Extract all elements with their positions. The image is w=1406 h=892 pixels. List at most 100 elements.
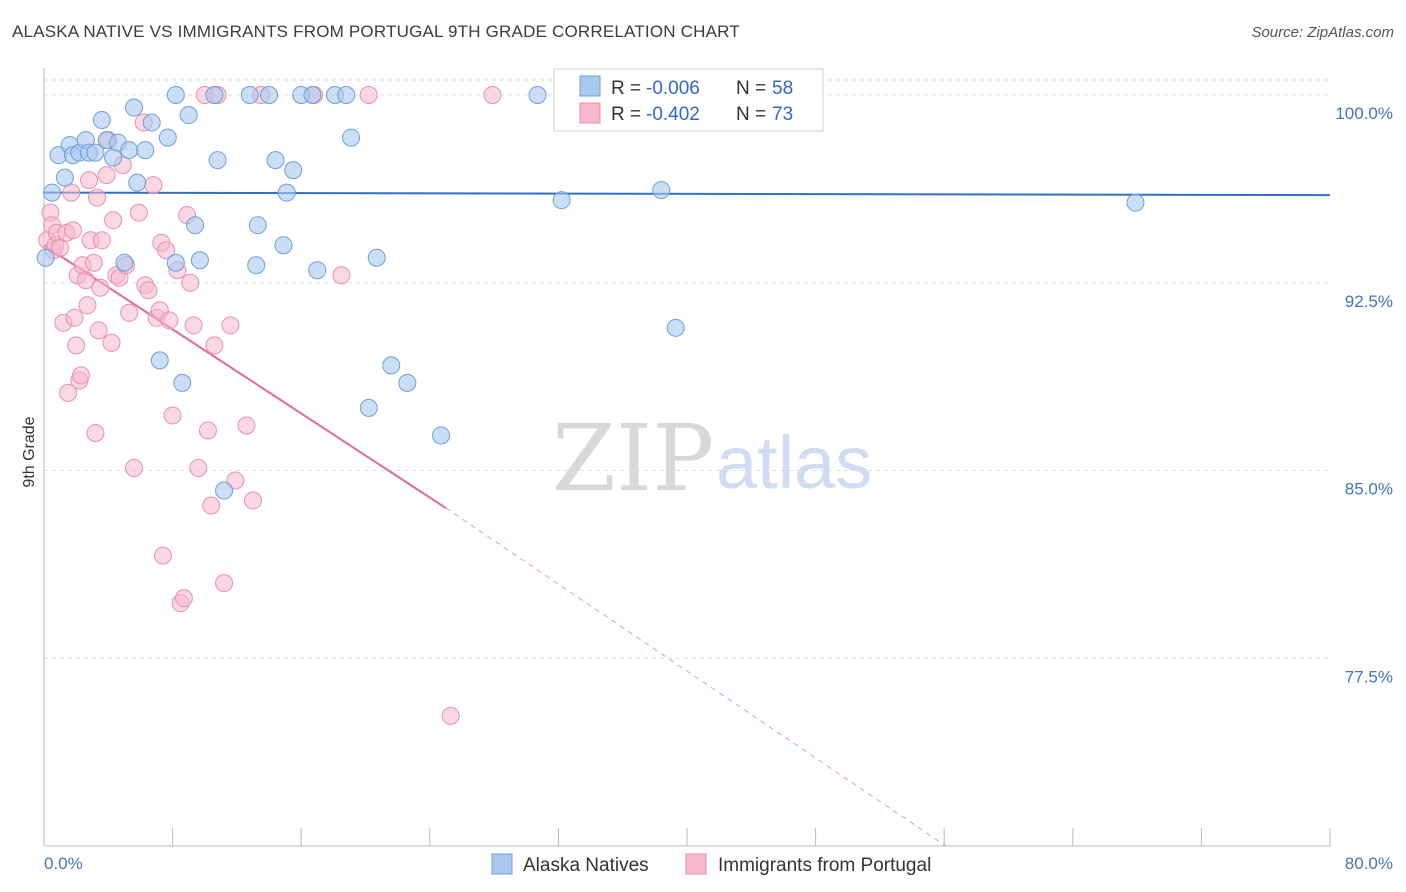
alaska-point-31 <box>240 86 259 105</box>
portugal-point-23 <box>86 423 105 442</box>
alaska-point-43 <box>337 86 356 105</box>
alaska-point-33 <box>248 216 267 235</box>
axes <box>43 68 1331 847</box>
alaska-point-3 <box>55 168 74 187</box>
grid-lines <box>44 79 1330 659</box>
alaska-point-54 <box>666 318 685 337</box>
alaska-point-10 <box>92 111 111 130</box>
alaska-point-57 <box>1126 193 1145 212</box>
portugal-point-54 <box>181 273 200 292</box>
chart-title: ALASKA NATIVE VS IMMIGRANTS FROM PORTUGA… <box>12 22 740 41</box>
alaska-point-41 <box>308 261 327 280</box>
alaska-point-18 <box>136 141 155 160</box>
portugal-point-41 <box>139 281 158 300</box>
portugal-point-49 <box>163 406 182 425</box>
legend-swatch-portugal <box>685 853 707 875</box>
portugal-point-9 <box>59 383 78 402</box>
portugal-point-26 <box>91 278 110 297</box>
legend-n-label-2: N = <box>736 104 766 125</box>
portugal-point-24 <box>88 188 107 207</box>
portugal-point-48 <box>160 311 179 330</box>
alaska-point-28 <box>205 86 224 105</box>
alaska-point-34 <box>260 86 279 105</box>
alaska-point-32 <box>247 256 266 275</box>
y-tick-label-3: 100.0% <box>1335 104 1393 123</box>
portugal-point-62 <box>215 574 234 593</box>
portugal-point-70 <box>359 86 378 105</box>
alaska-trend-line <box>43 191 1331 197</box>
portugal-point-38 <box>129 203 148 222</box>
alaska-point-48 <box>398 373 417 392</box>
portugal-trend-line <box>43 244 447 509</box>
alaska-point-53 <box>652 181 671 200</box>
portugal-point-27 <box>92 231 111 250</box>
portugal-point-46 <box>153 546 172 565</box>
alaska-point-9 <box>86 143 105 162</box>
portugal-point-56 <box>189 459 208 478</box>
portugal-point-72 <box>483 86 502 105</box>
portugal-point-60 <box>205 336 224 355</box>
alaska-point-21 <box>158 128 177 147</box>
alaska-point-35 <box>266 151 285 170</box>
alaska-point-45 <box>359 398 378 417</box>
alaska-point-51 <box>552 191 571 210</box>
alaska-point-38 <box>284 161 303 180</box>
portugal-point-28 <box>97 166 116 185</box>
alaska-point-49 <box>432 426 451 445</box>
legend-swatch-alaska <box>491 853 513 875</box>
alaska-point-44 <box>342 128 361 147</box>
alaska-point-50 <box>528 86 547 105</box>
legend-swatch-pink <box>579 102 601 124</box>
portugal-point-58 <box>198 421 217 440</box>
alaska-point-30 <box>215 481 234 500</box>
portugal-point-18 <box>76 271 95 290</box>
portugal-point-55 <box>184 316 203 335</box>
portugal-point-6 <box>51 238 70 257</box>
alaska-point-36 <box>274 236 293 255</box>
portugal-point-36 <box>120 303 139 322</box>
legend-r-value-2: -0.402 <box>646 104 700 125</box>
alaska-point-20 <box>150 351 169 370</box>
series-alaska-points <box>36 86 1145 500</box>
portugal-point-47 <box>157 241 176 260</box>
portugal-point-31 <box>104 211 123 230</box>
y-tick-label-1: 85.0% <box>1345 480 1393 499</box>
portugal-point-25 <box>89 321 108 340</box>
alaska-point-17 <box>128 173 147 192</box>
alaska-point-16 <box>125 98 144 117</box>
portugal-point-13 <box>67 336 86 355</box>
watermark-zip: ZIP <box>552 405 714 512</box>
portugal-point-19 <box>78 296 97 315</box>
legend-label-alaska: Alaska Natives <box>523 855 649 876</box>
alaska-point-19 <box>142 113 161 132</box>
alaska-point-37 <box>277 183 296 202</box>
series-portugal-points <box>38 86 502 725</box>
y-axis-title: 9th Grade <box>21 416 38 487</box>
portugal-point-59 <box>202 496 221 515</box>
portugal-point-64 <box>226 471 245 490</box>
stats-legend: R = -0.006 N = 58 R = -0.402 N = 73 <box>553 68 824 132</box>
alaska-point-46 <box>367 248 386 267</box>
portugal-point-71 <box>441 706 460 725</box>
legend-r-label-1: R = <box>611 78 641 99</box>
alaska-point-27 <box>190 251 209 270</box>
portugal-point-11 <box>63 221 82 240</box>
watermark-atlas: atlas <box>716 421 872 504</box>
portugal-point-52 <box>174 589 193 608</box>
alaska-point-1 <box>43 183 62 202</box>
trend-lines <box>43 191 1331 847</box>
portugal-point-42 <box>144 176 163 195</box>
y-tick-label-2: 92.5% <box>1345 292 1393 311</box>
alaska-point-25 <box>179 106 198 125</box>
alaska-point-29 <box>208 151 227 170</box>
x-tick-label-1: 80.0% <box>1345 854 1393 873</box>
alaska-point-15 <box>120 141 139 160</box>
alaska-point-14 <box>115 253 134 272</box>
portugal-point-66 <box>243 491 262 510</box>
portugal-point-22 <box>84 253 103 272</box>
y-tick-labels: 77.5% 85.0% 92.5% 100.0% <box>1335 104 1393 686</box>
series-legend: Alaska Natives Immigrants from Portugal <box>491 853 931 876</box>
legend-n-value-2: 73 <box>772 104 793 125</box>
portugal-point-20 <box>80 171 99 190</box>
